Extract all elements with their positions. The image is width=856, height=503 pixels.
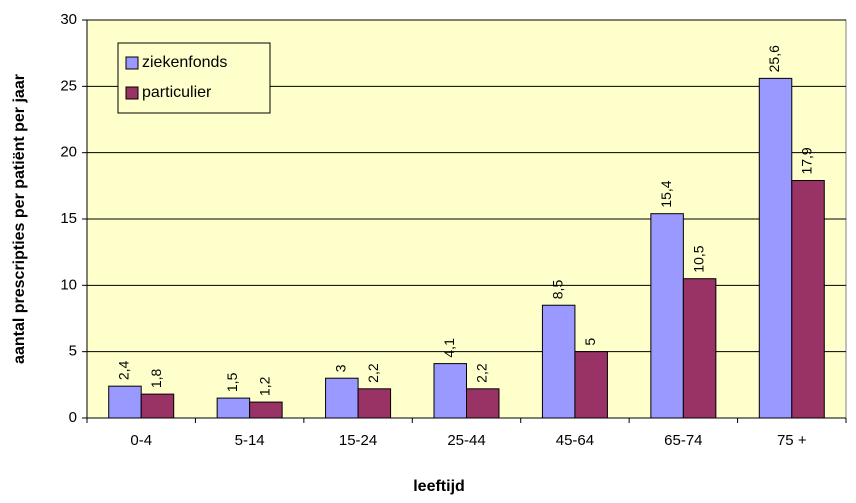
x-tick-label: 5-14 [235, 432, 265, 449]
value-label: 5 [582, 338, 598, 346]
value-label: 1,2 [257, 376, 273, 396]
value-label: 10,5 [690, 245, 706, 272]
value-label: 8,5 [549, 280, 565, 300]
legend-box [117, 42, 271, 114]
bar [216, 397, 251, 419]
bar [541, 304, 576, 419]
x-tick-label: 65-74 [664, 432, 702, 449]
y-tick-label: 30 [60, 11, 77, 28]
x-tick-label: 0-4 [130, 432, 152, 449]
legend-label: ziekenfonds [142, 54, 227, 71]
bar [682, 278, 717, 419]
value-label: 2,2 [473, 363, 489, 383]
y-tick-label: 20 [60, 144, 77, 161]
y-tick-label: 10 [60, 276, 77, 293]
value-label: 1,8 [148, 368, 164, 388]
x-tick-label: 75 + [777, 432, 807, 449]
bar [433, 363, 467, 419]
value-label: 2,4 [116, 360, 132, 380]
legend-label: particulier [142, 84, 212, 101]
bar [140, 393, 175, 419]
value-label: 2,2 [365, 363, 381, 383]
x-axis-label: leeftijd [413, 478, 465, 495]
bar [108, 385, 142, 419]
value-label: 15,4 [658, 180, 674, 207]
bar [650, 213, 684, 419]
bar [791, 180, 825, 419]
value-label: 1,5 [224, 372, 240, 392]
x-tick-label: 15-24 [339, 432, 377, 449]
x-tick-label: 45-64 [556, 432, 594, 449]
value-label: 17,9 [799, 147, 815, 174]
y-tick-label: 5 [69, 343, 77, 360]
y-tick-label: 15 [60, 210, 77, 227]
bar [758, 77, 793, 419]
y-axis-label: aantal prescripties per patiënt per jaar [11, 74, 28, 364]
y-tick-label: 25 [60, 77, 77, 94]
value-label: 25,6 [766, 45, 782, 72]
y-tick-label: 0 [69, 409, 77, 426]
x-tick-label: 25-44 [447, 432, 485, 449]
bar [574, 351, 608, 419]
bar [357, 388, 392, 419]
value-label: 4,1 [441, 338, 457, 358]
legend-swatch [125, 56, 139, 70]
bar [325, 377, 359, 419]
bar [466, 388, 500, 419]
legend-swatch [125, 86, 139, 100]
value-label: 3 [333, 364, 349, 372]
bar [249, 401, 283, 419]
